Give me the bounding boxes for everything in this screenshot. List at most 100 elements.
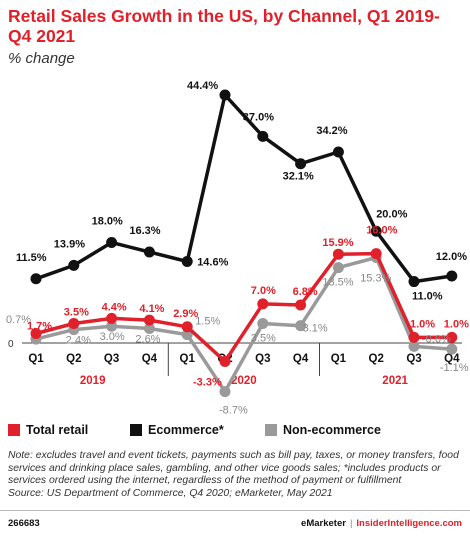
legend-item-ecommerce: Ecommerce* — [130, 423, 224, 437]
chart-title: Retail Sales Growth in the US, by Channe… — [8, 6, 440, 46]
brand-separator: | — [349, 518, 353, 529]
data-point-non-ecommerce — [106, 320, 118, 332]
data-label-non-ecommerce: 2.6% — [135, 333, 160, 345]
data-label-ecommerce: 13.9% — [54, 238, 85, 250]
data-label-non-ecommerce: -0.6% — [422, 333, 451, 345]
data-label-non-ecommerce: 1.5% — [195, 316, 220, 328]
source-text: Source: US Department of Commerce, Q4 20… — [8, 487, 333, 499]
line-chart: 0Q1Q2Q3Q4Q1Q2Q3Q4Q1Q2Q3Q42019202020210.7… — [6, 80, 469, 417]
data-point-total-retail — [446, 331, 458, 343]
data-point-total-retail — [30, 328, 42, 340]
legend-label-total-retail: Total retail — [26, 423, 89, 437]
data-label-ecommerce: 11.0% — [412, 291, 443, 303]
footer-divider — [0, 510, 470, 511]
x-tick-label: Q4 — [293, 353, 309, 365]
data-label-non-ecommerce: 0.7% — [6, 314, 31, 326]
data-label-ecommerce: 34.2% — [316, 125, 347, 137]
series-line-non-ecommerce — [35, 255, 452, 394]
data-label-total-retail: 1.7% — [27, 321, 52, 333]
data-point-ecommerce — [295, 158, 307, 170]
data-label-ecommerce: 16.3% — [129, 225, 160, 237]
data-label-non-ecommerce: 3.0% — [100, 331, 125, 343]
data-point-non-ecommerce — [295, 320, 307, 332]
data-point-total-retail — [181, 321, 193, 333]
data-label-total-retail: 3.5% — [64, 306, 89, 318]
legend-label-ecommerce: Ecommerce* — [148, 423, 224, 437]
data-point-ecommerce — [181, 255, 193, 267]
legend-swatch-total-retail — [8, 424, 20, 436]
brand-emarketer: eMarketer — [301, 518, 346, 529]
data-point-non-ecommerce — [408, 340, 420, 352]
data-label-non-ecommerce: 13.5% — [322, 277, 353, 289]
data-label-ecommerce: 32.1% — [283, 171, 314, 183]
data-label-non-ecommerce: -1.1% — [440, 362, 469, 374]
year-label: 2021 — [382, 375, 408, 387]
data-label-ecommerce: 37.0% — [243, 111, 274, 123]
data-point-total-retail — [408, 331, 420, 343]
y-axis-zero-label: 0 — [8, 339, 14, 350]
x-tick-label: Q3 — [255, 353, 270, 365]
x-tick-label: Q2 — [369, 353, 384, 365]
data-point-ecommerce — [106, 236, 118, 248]
data-label-total-retail: -3.3% — [193, 376, 222, 388]
legend-swatch-ecommerce — [130, 424, 142, 436]
data-point-total-retail — [219, 355, 231, 367]
data-label-total-retail: 7.0% — [251, 285, 276, 297]
legend-item-non-ecommerce: Non-ecommerce — [265, 423, 381, 437]
data-point-total-retail — [295, 299, 307, 311]
note-text: Note: excludes travel and event tickets,… — [8, 450, 459, 487]
legend-swatch-non-ecommerce — [265, 424, 277, 436]
data-point-ecommerce — [332, 146, 344, 158]
chart-note: Note: excludes travel and event tickets,… — [8, 450, 463, 500]
x-tick-label: Q4 — [444, 353, 460, 365]
data-label-total-retail: 2.9% — [173, 308, 198, 320]
data-point-non-ecommerce — [332, 262, 344, 274]
data-point-total-retail — [370, 248, 382, 260]
x-tick-label: Q3 — [104, 353, 119, 365]
data-point-ecommerce — [143, 246, 155, 258]
data-label-ecommerce: 12.0% — [436, 251, 467, 263]
brand-insider-intelligence: InsiderIntelligence.com — [356, 518, 462, 529]
data-label-total-retail: 1.0% — [410, 318, 435, 330]
data-label-ecommerce: 20.0% — [376, 208, 407, 220]
data-point-ecommerce — [446, 270, 458, 282]
x-tick-label: Q1 — [331, 353, 347, 365]
data-point-non-ecommerce — [446, 343, 458, 355]
data-label-ecommerce: 18.0% — [92, 215, 123, 227]
data-label-total-retail: 15.9% — [322, 237, 353, 249]
data-label-non-ecommerce: 3.5% — [251, 332, 276, 344]
data-point-total-retail — [106, 312, 118, 324]
data-point-ecommerce — [30, 273, 42, 285]
data-label-non-ecommerce: 3.1% — [303, 323, 328, 335]
x-tick-label: Q1 — [180, 353, 196, 365]
data-point-non-ecommerce — [219, 386, 231, 398]
data-point-non-ecommerce — [181, 329, 193, 341]
data-label-non-ecommerce: 15.3% — [360, 273, 391, 285]
legend: Total retail Ecommerce* Non-ecommerce — [0, 423, 470, 443]
x-tick-label: Q3 — [406, 353, 421, 365]
data-point-total-retail — [257, 298, 269, 310]
x-tick-label: Q4 — [142, 353, 158, 365]
data-label-total-retail: 6.8% — [293, 286, 318, 298]
data-label-non-ecommerce: 2.4% — [66, 335, 91, 347]
data-point-ecommerce — [370, 225, 382, 237]
chart-subtitle: % change — [8, 50, 75, 67]
data-label-ecommerce: 44.4% — [187, 80, 218, 92]
data-label-total-retail: 16.0% — [366, 225, 397, 237]
data-point-ecommerce — [68, 259, 80, 271]
chart-id: 266683 — [8, 518, 40, 529]
series-line-total-retail — [35, 251, 452, 364]
data-point-ecommerce — [408, 276, 420, 288]
data-point-total-retail — [143, 314, 155, 326]
legend-item-total-retail: Total retail — [8, 423, 88, 437]
year-label: 2020 — [231, 375, 257, 387]
data-label-ecommerce: 14.6% — [197, 256, 228, 268]
data-point-non-ecommerce — [257, 317, 269, 329]
data-point-total-retail — [332, 248, 344, 260]
legend-label-non-ecommerce: Non-ecommerce — [283, 423, 381, 437]
year-label: 2019 — [80, 375, 106, 387]
data-point-total-retail — [68, 317, 80, 329]
x-tick-label: Q1 — [28, 353, 44, 365]
data-point-ecommerce — [219, 89, 231, 101]
footer-brand: eMarketer | InsiderIntelligence.com — [301, 518, 462, 529]
